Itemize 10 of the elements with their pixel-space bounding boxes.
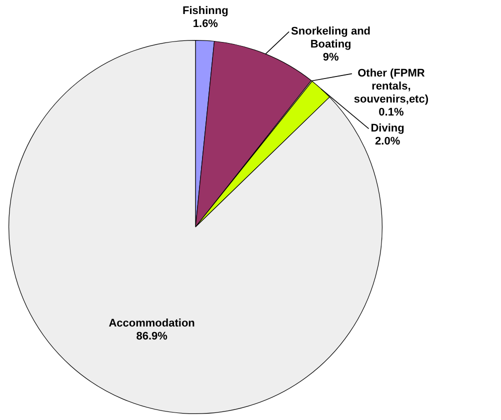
data-label: 9% — [322, 52, 339, 64]
slice-label: Diving — [370, 122, 404, 135]
slice-label: Other (FPMR rentals, souvenirs,etc) — [354, 68, 429, 106]
slice-label: Fishinng — [182, 5, 228, 18]
data-label: 86.9% — [136, 330, 168, 343]
slice-label: Accommodation — [108, 318, 196, 330]
slice-label: Snorkeling and Boating — [291, 26, 371, 51]
data-label: 1.6% — [192, 18, 218, 30]
data-label: 0.1% — [378, 106, 404, 119]
data-label: 2.0% — [375, 136, 400, 148]
